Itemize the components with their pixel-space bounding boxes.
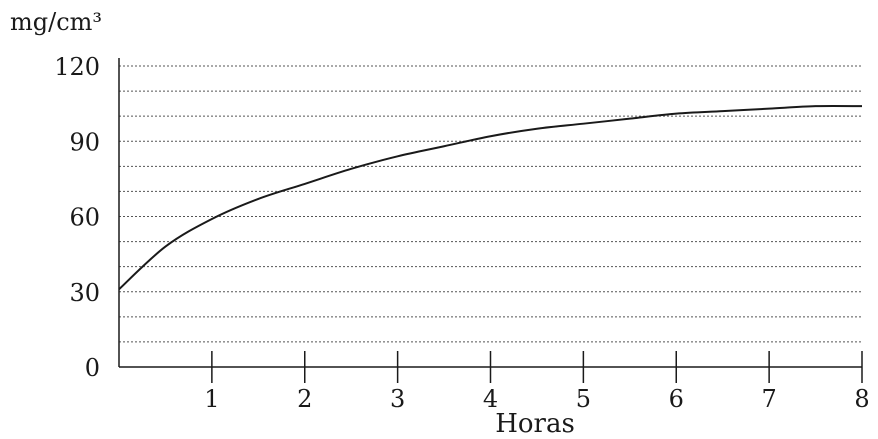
y-tick-label: 60	[69, 204, 100, 232]
grid-lines	[119, 65, 862, 343]
x-tick-label: 8	[854, 385, 869, 413]
x-axis-label: Horas	[495, 409, 575, 439]
y-tick-label: 120	[54, 53, 100, 81]
axes	[118, 58, 863, 383]
y-tick-label: 30	[69, 279, 100, 307]
x-tick-label: 7	[761, 385, 776, 413]
y-axis-label: mg/cm³	[10, 8, 102, 36]
x-tick-label: 5	[576, 385, 591, 413]
series-layer	[118, 104, 863, 290]
x-tick-label: 4	[483, 385, 498, 413]
x-tick-label: 3	[390, 385, 405, 413]
x-tick-label: 6	[669, 385, 684, 413]
y-tick-label: 0	[85, 354, 100, 382]
tick-labels: 1 2 3 4 5 6 7 8 0 30 60 90 120	[54, 53, 869, 413]
x-tick-label: 2	[297, 385, 312, 413]
x-tick-label: 1	[204, 385, 219, 413]
y-tick-label: 90	[69, 128, 100, 156]
series-line	[118, 104, 863, 290]
